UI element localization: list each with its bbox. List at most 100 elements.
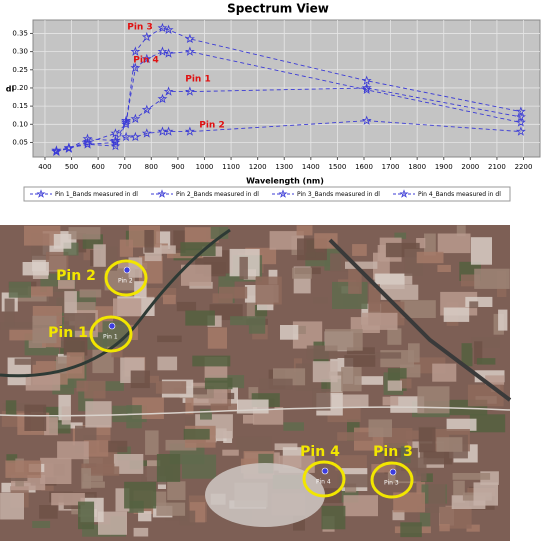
y-tick-label: 0.25 [12, 66, 28, 74]
field [432, 363, 457, 382]
field [312, 361, 338, 383]
field [387, 380, 402, 391]
field [466, 524, 480, 532]
field [476, 358, 496, 365]
field [283, 422, 304, 431]
field [6, 454, 18, 464]
field [443, 307, 470, 322]
field [113, 454, 144, 474]
data-point [163, 86, 174, 96]
legend-label: Pin 4_Bands measured in dl [418, 191, 501, 198]
data-point [110, 128, 121, 138]
field [498, 309, 508, 331]
field [28, 340, 46, 348]
field [181, 264, 212, 286]
field [423, 450, 453, 465]
field [83, 440, 109, 457]
x-tick-label: 2100 [488, 163, 506, 171]
legend-label: Pin 1_Bands measured in dl [55, 191, 138, 198]
legend-marker [157, 189, 167, 198]
y-tick-label: 0.30 [12, 48, 28, 56]
field [456, 225, 466, 237]
field [343, 495, 378, 517]
field [124, 481, 157, 509]
pin-small-label: Pin 4 [316, 479, 331, 486]
annotation: Pin 2 [199, 121, 224, 131]
field [0, 492, 24, 520]
field [465, 296, 493, 307]
field [461, 274, 481, 287]
field [39, 505, 58, 519]
field [126, 405, 142, 429]
field [446, 418, 477, 431]
data-point [515, 106, 526, 116]
data-point [82, 139, 93, 149]
series-line [56, 120, 521, 152]
field [68, 227, 101, 240]
data-point [163, 48, 174, 58]
plot-area [32, 19, 541, 158]
field [416, 476, 426, 495]
field [248, 387, 259, 399]
field [392, 510, 405, 521]
y-axis-label: dl [6, 85, 15, 94]
field [82, 481, 105, 488]
field [5, 400, 17, 416]
field [352, 244, 367, 256]
field [473, 482, 498, 506]
legend-marker [399, 189, 409, 198]
field [44, 417, 58, 436]
field [380, 284, 419, 300]
data-point [51, 145, 62, 155]
field [439, 524, 450, 532]
field [157, 356, 178, 371]
field [469, 414, 506, 433]
data-point [184, 86, 195, 96]
field [437, 264, 451, 272]
legend-marker [36, 189, 46, 198]
field [471, 337, 500, 348]
data-point [130, 62, 141, 73]
field [176, 301, 197, 312]
pin-circle [104, 259, 148, 297]
field [81, 468, 91, 489]
road [328, 238, 512, 402]
field [337, 474, 369, 488]
field [243, 414, 255, 424]
pin-dot [123, 266, 131, 274]
pin-small-label: Pin 1 [103, 334, 118, 341]
field [163, 294, 176, 305]
field [104, 268, 135, 291]
field [417, 386, 450, 414]
field [469, 301, 479, 309]
field [292, 267, 312, 279]
field [337, 432, 373, 441]
field [133, 527, 149, 537]
field [27, 286, 53, 297]
field [368, 419, 392, 438]
field [45, 251, 69, 271]
field [14, 358, 36, 365]
field [192, 355, 231, 367]
field [293, 325, 306, 334]
x-tick-label: 800 [145, 163, 158, 171]
field [254, 305, 268, 317]
x-tick-label: 700 [118, 163, 131, 171]
data-point [110, 137, 121, 147]
field [138, 511, 152, 522]
field [25, 373, 61, 391]
x-tick-label: 1000 [196, 163, 214, 171]
field [420, 473, 433, 482]
data-point [121, 119, 132, 129]
field [40, 457, 72, 484]
field [395, 457, 427, 482]
field [24, 225, 61, 246]
field [24, 404, 47, 431]
field [76, 380, 87, 392]
y-tick-label: 0.10 [12, 120, 28, 128]
field [239, 256, 248, 280]
field [362, 312, 398, 330]
field [255, 276, 282, 305]
field [204, 377, 233, 390]
field [485, 375, 505, 385]
